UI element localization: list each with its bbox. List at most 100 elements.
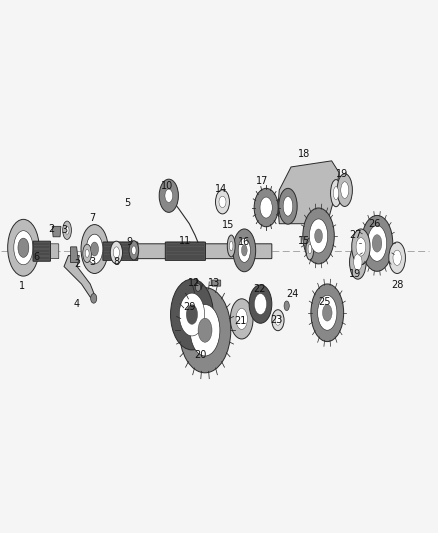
Ellipse shape: [113, 247, 120, 258]
Ellipse shape: [159, 179, 178, 212]
Ellipse shape: [110, 241, 123, 264]
Text: 9: 9: [127, 237, 133, 247]
Ellipse shape: [361, 215, 393, 271]
FancyBboxPatch shape: [33, 241, 50, 261]
Text: 17: 17: [256, 176, 268, 187]
FancyBboxPatch shape: [103, 244, 272, 259]
Ellipse shape: [179, 288, 231, 373]
FancyBboxPatch shape: [165, 242, 205, 261]
Text: 13: 13: [208, 278, 220, 288]
Text: 5: 5: [124, 198, 131, 208]
Polygon shape: [71, 247, 78, 263]
Text: 18: 18: [298, 149, 310, 159]
Ellipse shape: [8, 220, 39, 276]
FancyBboxPatch shape: [212, 280, 221, 286]
Text: 24: 24: [286, 288, 299, 298]
Text: 2: 2: [48, 224, 54, 235]
Text: 16: 16: [238, 238, 251, 247]
Ellipse shape: [215, 190, 230, 214]
Text: 20: 20: [194, 350, 207, 360]
Ellipse shape: [254, 188, 278, 227]
Ellipse shape: [367, 225, 387, 261]
Ellipse shape: [354, 254, 362, 270]
Ellipse shape: [238, 238, 251, 262]
Ellipse shape: [322, 304, 332, 321]
Ellipse shape: [372, 235, 382, 252]
Ellipse shape: [219, 196, 226, 207]
Ellipse shape: [389, 242, 406, 273]
Ellipse shape: [83, 244, 92, 263]
Ellipse shape: [63, 221, 71, 239]
Ellipse shape: [311, 284, 344, 342]
Text: 19: 19: [336, 169, 348, 179]
Ellipse shape: [86, 234, 103, 264]
FancyBboxPatch shape: [103, 242, 138, 261]
Ellipse shape: [165, 189, 173, 203]
Text: 27: 27: [349, 230, 361, 240]
Text: 12: 12: [188, 278, 201, 288]
Text: 7: 7: [89, 213, 95, 223]
Text: 2: 2: [74, 260, 80, 269]
Ellipse shape: [309, 219, 328, 253]
Ellipse shape: [318, 295, 337, 330]
Polygon shape: [52, 227, 61, 237]
Ellipse shape: [198, 318, 212, 342]
Ellipse shape: [170, 279, 213, 350]
Text: 1: 1: [18, 281, 25, 291]
Text: 25: 25: [318, 297, 331, 308]
Ellipse shape: [393, 250, 401, 265]
FancyBboxPatch shape: [23, 244, 59, 259]
Ellipse shape: [337, 174, 353, 206]
Ellipse shape: [190, 304, 220, 356]
Text: 4: 4: [74, 298, 80, 309]
Ellipse shape: [81, 224, 108, 273]
Ellipse shape: [14, 231, 33, 265]
Ellipse shape: [91, 294, 97, 303]
Ellipse shape: [236, 309, 247, 329]
Ellipse shape: [283, 197, 293, 216]
Ellipse shape: [241, 245, 247, 256]
Ellipse shape: [308, 244, 311, 254]
Text: 15: 15: [298, 236, 311, 246]
Text: 3: 3: [89, 257, 95, 267]
Text: 21: 21: [234, 316, 246, 326]
Text: 29: 29: [183, 302, 195, 312]
Ellipse shape: [341, 182, 349, 198]
Ellipse shape: [356, 238, 366, 256]
Ellipse shape: [18, 238, 29, 257]
Text: 11: 11: [179, 236, 191, 246]
Ellipse shape: [350, 245, 366, 279]
Ellipse shape: [352, 229, 370, 265]
Ellipse shape: [233, 229, 256, 272]
Ellipse shape: [65, 227, 69, 234]
Text: 14: 14: [215, 184, 227, 194]
Ellipse shape: [306, 238, 314, 260]
Text: 23: 23: [270, 315, 283, 325]
Ellipse shape: [132, 246, 136, 255]
Ellipse shape: [254, 294, 267, 314]
Text: 26: 26: [368, 219, 380, 229]
Text: 19: 19: [349, 269, 361, 279]
Text: 6: 6: [33, 252, 39, 262]
Ellipse shape: [230, 299, 253, 339]
Ellipse shape: [333, 187, 339, 200]
Ellipse shape: [179, 293, 205, 336]
Ellipse shape: [249, 285, 272, 323]
Ellipse shape: [314, 229, 322, 243]
Ellipse shape: [279, 188, 297, 224]
Ellipse shape: [260, 197, 272, 218]
Ellipse shape: [129, 241, 139, 260]
Polygon shape: [64, 256, 96, 298]
Ellipse shape: [227, 235, 235, 257]
Text: 10: 10: [161, 181, 173, 191]
Text: 28: 28: [391, 280, 403, 290]
Ellipse shape: [275, 315, 281, 325]
Text: 8: 8: [113, 257, 120, 267]
Ellipse shape: [272, 310, 284, 330]
Ellipse shape: [230, 241, 233, 251]
Ellipse shape: [186, 305, 198, 325]
Text: 15: 15: [223, 220, 235, 230]
Text: 22: 22: [253, 284, 265, 294]
Text: 3: 3: [61, 225, 67, 235]
Ellipse shape: [284, 301, 289, 311]
